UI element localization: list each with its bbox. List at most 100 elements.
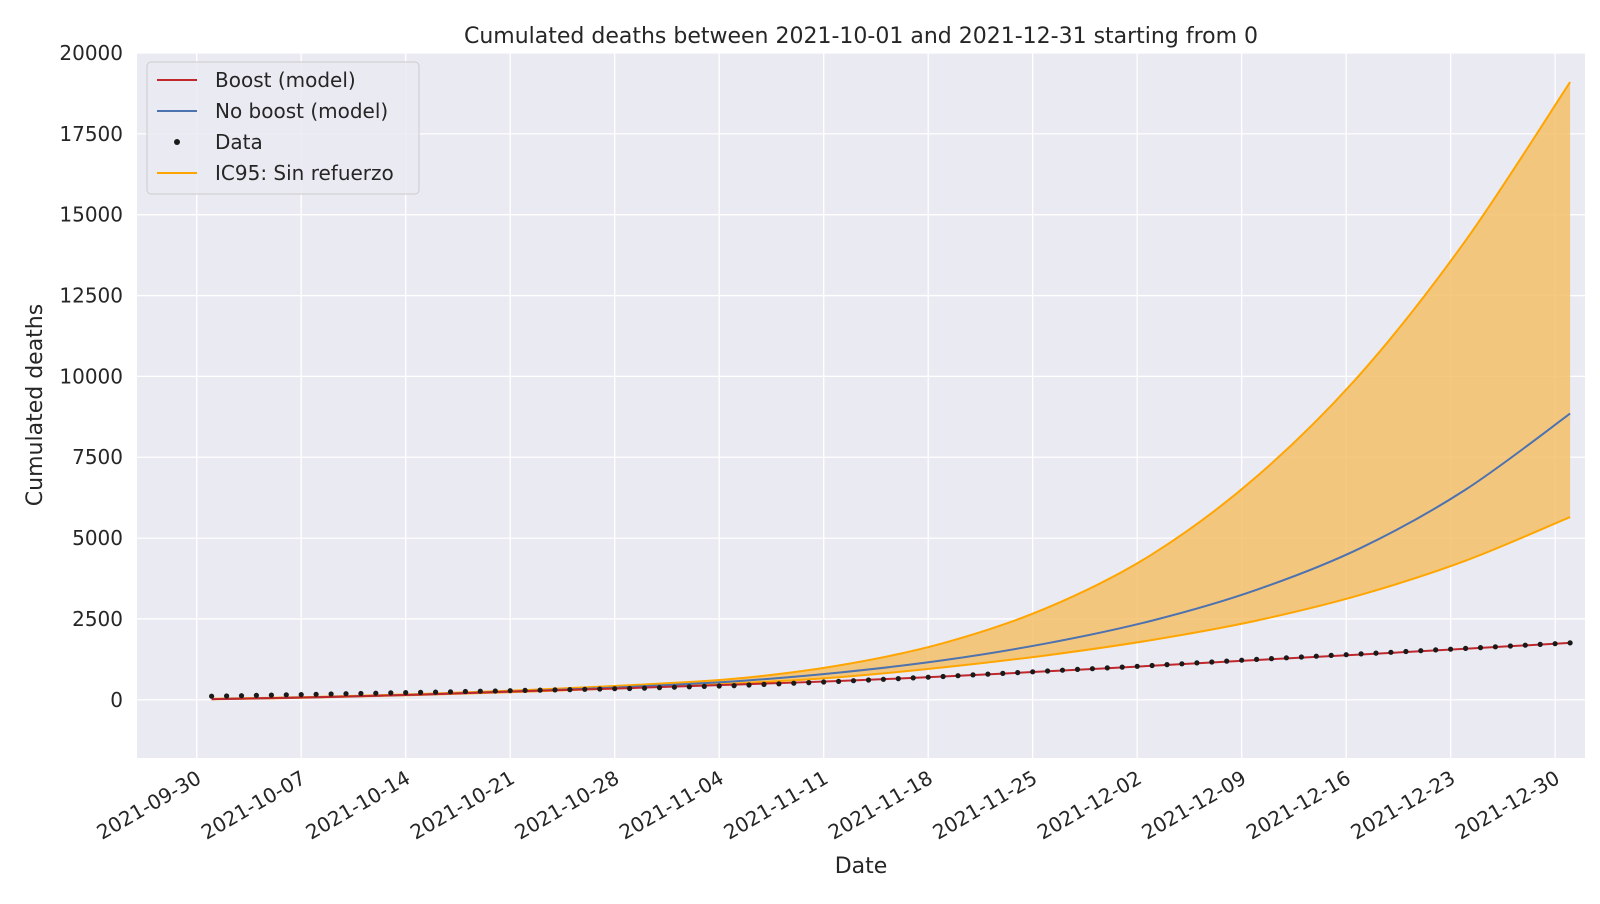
- data-point: [403, 690, 409, 696]
- legend-box: [146, 61, 420, 195]
- data-point: [1254, 656, 1260, 663]
- data-point: [343, 691, 349, 697]
- data-point: [418, 689, 424, 696]
- data-point: [895, 676, 901, 682]
- data-point: [955, 673, 961, 679]
- legend-label: No boost (model): [215, 99, 388, 123]
- data-point: [1298, 654, 1304, 660]
- data-point: [1030, 669, 1036, 675]
- data-point: [1567, 640, 1573, 646]
- data-point: [865, 677, 872, 683]
- data-point: [224, 693, 230, 699]
- data-point: [522, 687, 528, 694]
- data-points: [209, 640, 1573, 699]
- data-point: [1209, 659, 1215, 665]
- data-point: [1268, 656, 1275, 662]
- data-point: [433, 689, 439, 695]
- data-point: [298, 692, 304, 698]
- legend-label: Boost (model): [215, 68, 356, 92]
- ci-band-area: [211, 82, 1571, 700]
- data-point: [1358, 651, 1364, 657]
- data-point: [1015, 670, 1021, 676]
- data-point: [821, 679, 827, 685]
- data-point: [612, 686, 618, 692]
- data-point: [1134, 663, 1140, 669]
- data-point: [656, 685, 663, 691]
- data-point: [761, 681, 767, 688]
- data-point: [1224, 658, 1230, 664]
- series-lines: [211, 412, 1571, 701]
- data-point: [1448, 646, 1454, 652]
- y-tick-label: 12500: [59, 284, 123, 308]
- data-point: [1418, 648, 1424, 654]
- y-axis-ticks: 0 2500 5000 7500 10000 12500 15000 17500 20000: [59, 41, 123, 712]
- data-point: [1477, 645, 1484, 651]
- data-point: [940, 673, 946, 680]
- data-point: [209, 693, 215, 699]
- data-point: [1045, 668, 1051, 674]
- data-point: [1343, 652, 1349, 658]
- data-point: [567, 687, 573, 693]
- data-point: [910, 675, 916, 681]
- data-point: [1119, 664, 1125, 670]
- data-point: [358, 690, 364, 697]
- y-tick-label: 7500: [72, 445, 123, 469]
- data-point: [238, 693, 245, 699]
- data-point: [850, 678, 857, 684]
- data-point: [492, 688, 498, 694]
- data-point: [1283, 655, 1289, 661]
- data-point: [597, 686, 603, 692]
- y-tick-label: 15000: [59, 203, 123, 227]
- legend-dot-swatch: [174, 139, 180, 145]
- data-point: [507, 688, 513, 694]
- data-point: [1388, 649, 1394, 655]
- data-point: [1433, 647, 1439, 653]
- data-point: [1492, 644, 1498, 650]
- data-point: [880, 676, 887, 682]
- data-point: [686, 684, 692, 690]
- data-point: [641, 685, 648, 691]
- data-point: [1164, 662, 1170, 668]
- data-point: [1522, 642, 1528, 648]
- data-point: [627, 685, 633, 692]
- data-point: [806, 680, 812, 686]
- data-point: [746, 682, 752, 688]
- data-point: [671, 684, 678, 690]
- y-tick-label: 20000: [59, 41, 123, 65]
- data-point: [447, 689, 454, 695]
- data-point: [1104, 665, 1110, 671]
- data-point: [791, 680, 797, 686]
- data-point: [328, 691, 334, 697]
- data-point: [836, 678, 842, 685]
- data-point: [970, 672, 976, 678]
- data-point: [537, 687, 543, 693]
- data-point: [1179, 661, 1185, 667]
- grid-lines: [137, 52, 1585, 758]
- data-point: [1059, 667, 1066, 673]
- data-point: [268, 692, 274, 698]
- data-point: [1328, 652, 1334, 659]
- data-point: [731, 683, 737, 689]
- data-point: [1552, 641, 1558, 647]
- data-point: [1373, 650, 1379, 656]
- legend-label: Data: [215, 130, 263, 154]
- data-point: [1239, 657, 1245, 663]
- legend: Boost (model) No boost (model) Data IC95: S…: [146, 61, 420, 195]
- data-point: [1074, 666, 1081, 673]
- data-point: [1507, 643, 1513, 649]
- y-tick-label: 2500: [72, 607, 123, 631]
- data-point: [1403, 648, 1409, 655]
- legend-label: IC95: Sin refuerzo: [215, 161, 394, 185]
- y-tick-label: 5000: [72, 526, 123, 550]
- data-point: [701, 683, 707, 690]
- data-point: [1089, 666, 1095, 672]
- data-point: [776, 681, 782, 687]
- y-tick-label: 10000: [59, 364, 123, 388]
- data-point: [462, 688, 468, 695]
- x-axis-label: Date: [835, 854, 888, 879]
- data-point: [373, 690, 379, 696]
- data-point: [925, 674, 931, 680]
- data-point: [313, 691, 319, 697]
